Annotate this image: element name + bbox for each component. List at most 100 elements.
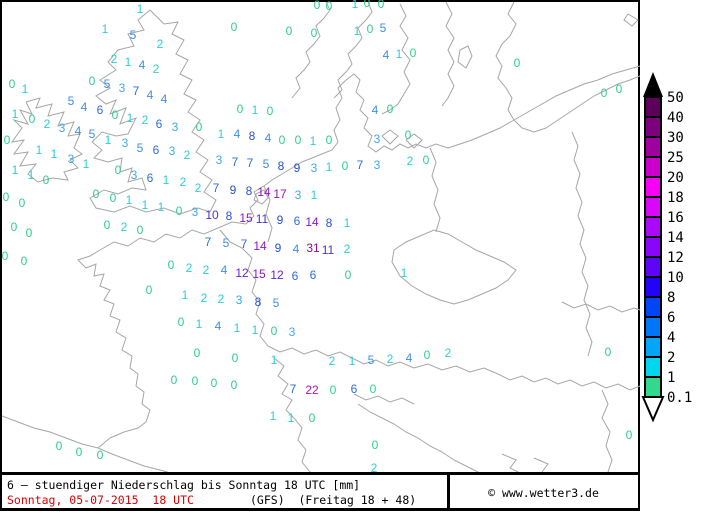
precip-value: 0 bbox=[96, 448, 104, 462]
precip-value: 6 bbox=[309, 268, 317, 282]
precip-value: 0 bbox=[270, 324, 278, 338]
precip-value: 1 bbox=[309, 134, 317, 148]
precip-value: 3 bbox=[310, 161, 318, 175]
precip-value: 0 bbox=[42, 173, 50, 187]
precip-value: 7 bbox=[204, 235, 212, 249]
precip-value: 2 bbox=[370, 461, 378, 475]
precip-value: 2 bbox=[406, 154, 414, 168]
precip-value: 0 bbox=[20, 254, 28, 268]
precip-value: 8 bbox=[248, 129, 256, 143]
precip-value: 1 bbox=[27, 168, 35, 182]
caption-bar: 6 – stuendiger Niederschlag bis Sonntag … bbox=[0, 472, 640, 511]
precip-value: 14 bbox=[253, 239, 267, 253]
precip-value: 1 bbox=[11, 107, 19, 121]
copyright-text: © www.wetter3.de bbox=[488, 486, 599, 500]
precip-value: 0 bbox=[167, 258, 175, 272]
precip-value: 0 bbox=[109, 191, 117, 205]
colorbar-swatch bbox=[644, 96, 662, 118]
precip-value: 3 bbox=[130, 168, 138, 182]
colorbar-label: 40 bbox=[667, 110, 684, 126]
precip-value: 2 bbox=[444, 346, 452, 360]
precip-value: 0 bbox=[310, 26, 318, 40]
colorbar-label: 12 bbox=[667, 250, 684, 266]
colorbar-label: 8 bbox=[667, 290, 675, 306]
precip-value: 0 bbox=[230, 20, 238, 34]
precip-value: 0 bbox=[278, 133, 286, 147]
precip-value: 2 bbox=[156, 37, 164, 51]
precip-value: 1 bbox=[251, 103, 259, 117]
precip-value: 0 bbox=[604, 345, 612, 359]
precip-value: 4 bbox=[160, 92, 168, 106]
precip-value: 2 bbox=[328, 354, 336, 368]
map-title: 6 – stuendiger Niederschlag bis Sonntag … bbox=[7, 478, 361, 492]
precip-value: 0 bbox=[423, 348, 431, 362]
precip-value: 2 bbox=[343, 242, 351, 256]
precip-value: 0 bbox=[55, 439, 63, 453]
colorbar-swatch bbox=[644, 176, 662, 198]
colorbar-swatch bbox=[644, 136, 662, 158]
precip-value: 1 bbox=[35, 143, 43, 157]
precip-value: 0 bbox=[145, 283, 153, 297]
precip-value: 0 bbox=[409, 46, 417, 60]
precip-value: 8 bbox=[325, 216, 333, 230]
precip-value: 0 bbox=[369, 382, 377, 396]
precip-value: 4 bbox=[220, 263, 228, 277]
precip-value: 3 bbox=[373, 158, 381, 172]
precip-value: 7 bbox=[289, 382, 297, 396]
precip-value: 8 bbox=[254, 295, 262, 309]
caption-divider bbox=[447, 475, 450, 508]
precip-value: 1 bbox=[217, 127, 225, 141]
precip-value: 1 bbox=[157, 200, 165, 214]
precip-value: 1 bbox=[343, 216, 351, 230]
precip-value: 0 bbox=[175, 204, 183, 218]
precip-value: 6 bbox=[291, 269, 299, 283]
precip-value: 0 bbox=[513, 56, 521, 70]
colorbar-label: 4 bbox=[667, 330, 675, 346]
colorbar-label: 2 bbox=[667, 350, 675, 366]
precip-value: 2 bbox=[202, 263, 210, 277]
precip-value: 1 bbox=[124, 55, 132, 69]
precip-value: 4 bbox=[292, 242, 300, 256]
precip-value: 3 bbox=[171, 120, 179, 134]
precip-value: 3 bbox=[121, 136, 129, 150]
colorbar-label: 25 bbox=[667, 150, 684, 166]
precip-value: 0 bbox=[325, 0, 333, 13]
colorbar-label: 18 bbox=[667, 190, 684, 206]
precip-value: 0 bbox=[344, 268, 352, 282]
precip-value: 10 bbox=[205, 208, 219, 222]
precip-value: 0 bbox=[230, 378, 238, 392]
colorbar-swatch bbox=[644, 356, 662, 378]
precip-value: 6 bbox=[152, 143, 160, 157]
precip-value: 9 bbox=[293, 161, 301, 175]
precip-value: 1 bbox=[21, 82, 29, 96]
precip-value: 5 bbox=[88, 127, 96, 141]
precip-value: 3 bbox=[58, 121, 66, 135]
colorbar-down-arrow-icon bbox=[641, 396, 665, 423]
precip-value: 5 bbox=[136, 141, 144, 155]
precip-value: 4 bbox=[264, 131, 272, 145]
colorbar-label: 1 bbox=[667, 370, 675, 386]
precip-value: 1 bbox=[136, 2, 144, 16]
precip-value: 2 bbox=[217, 292, 225, 306]
precip-value: 1 bbox=[269, 409, 277, 423]
precip-value: 1 bbox=[251, 323, 259, 337]
precip-value: 3 bbox=[67, 152, 75, 166]
precip-value: 1 bbox=[233, 321, 241, 335]
precip-value: 5 bbox=[67, 94, 75, 108]
precip-value: 4 bbox=[138, 58, 146, 72]
precip-value: 6 bbox=[96, 103, 104, 117]
colorbar-swatch bbox=[644, 296, 662, 318]
precip-value: 2 bbox=[183, 148, 191, 162]
precip-value: 9 bbox=[274, 241, 282, 255]
precip-value: 0 bbox=[308, 411, 316, 425]
precip-value: 0 bbox=[422, 153, 430, 167]
precip-value: 1 bbox=[287, 411, 295, 425]
precip-value: 2 bbox=[179, 175, 187, 189]
precip-value: 1 bbox=[162, 173, 170, 187]
precip-value: 0 bbox=[236, 102, 244, 116]
precip-value: 0 bbox=[377, 0, 385, 11]
precip-value: 11 bbox=[321, 243, 335, 257]
precip-value: 6 bbox=[293, 214, 301, 228]
